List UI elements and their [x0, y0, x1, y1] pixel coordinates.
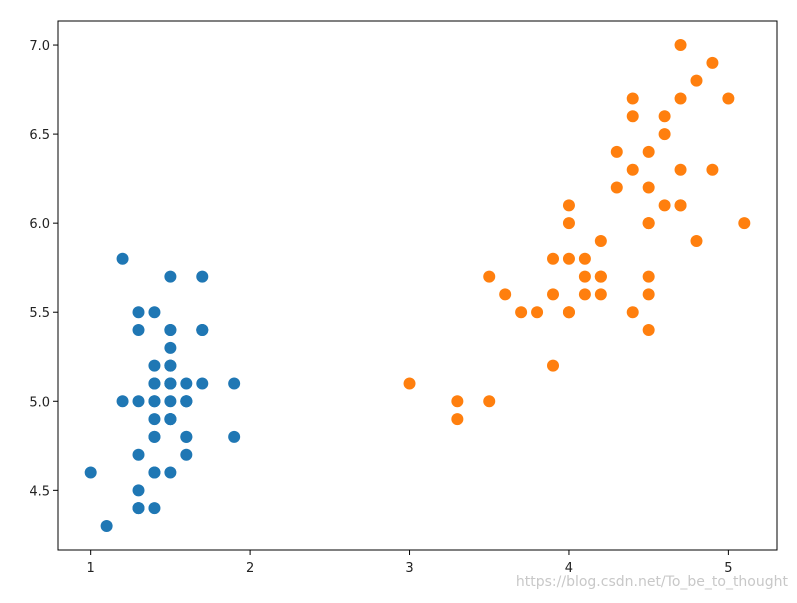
scatter-point [562, 217, 575, 230]
scatter-point [562, 199, 575, 212]
scatter-point [499, 288, 512, 301]
scatter-point [594, 234, 607, 247]
scatter-point [547, 288, 560, 301]
scatter-point [100, 519, 113, 532]
scatter-point [164, 377, 177, 390]
scatter-point [674, 39, 687, 52]
scatter-point [658, 199, 671, 212]
scatter-point [706, 163, 719, 176]
scatter-point [132, 306, 145, 319]
scatter-point [84, 466, 97, 479]
scatter-point [690, 74, 703, 87]
scatter-point [626, 163, 639, 176]
y-tick-label: 5.5 [29, 306, 50, 321]
scatter-point [642, 181, 655, 194]
scatter-point [658, 128, 671, 141]
scatter-point [116, 252, 129, 265]
x-tick-label: 1 [87, 561, 95, 576]
scatter-point [196, 324, 209, 337]
scatter-point [403, 377, 416, 390]
scatter-point [610, 181, 623, 194]
x-tick-label: 4 [565, 561, 573, 576]
scatter-point [610, 145, 623, 158]
scatter-point [451, 413, 464, 426]
scatter-point [132, 502, 145, 515]
y-tick-label: 6.0 [29, 217, 50, 232]
scatter-point [547, 359, 560, 372]
y-tick-label: 6.5 [29, 128, 50, 143]
scatter-point [196, 377, 209, 390]
scatter-point [578, 270, 591, 283]
scatter-point [578, 252, 591, 265]
scatter-point [180, 377, 193, 390]
scatter-point [148, 377, 161, 390]
scatter-point [690, 234, 703, 247]
scatter-point [148, 413, 161, 426]
scatter-point [148, 306, 161, 319]
scatter-point [515, 306, 528, 319]
scatter-point [164, 359, 177, 372]
scatter-point [180, 395, 193, 408]
scatter-point [164, 270, 177, 283]
y-tick-label: 4.5 [29, 484, 50, 499]
y-tick-label: 5.0 [29, 395, 50, 410]
scatter-point [164, 413, 177, 426]
scatter-point [180, 448, 193, 461]
scatter-point [562, 306, 575, 319]
scatter-point [626, 110, 639, 123]
scatter-point [148, 430, 161, 443]
scatter-point [547, 252, 560, 265]
scatter-point [164, 324, 177, 337]
scatter-point [722, 92, 735, 105]
scatter-point [116, 395, 129, 408]
scatter-point [132, 484, 145, 497]
scatter-point [180, 430, 193, 443]
scatter-point [132, 395, 145, 408]
scatter-point [228, 430, 241, 443]
scatter-point [674, 92, 687, 105]
scatter-point [706, 56, 719, 69]
scatter-point [483, 270, 496, 283]
scatter-point [132, 324, 145, 337]
scatter-point [626, 306, 639, 319]
x-tick-label: 2 [246, 561, 254, 576]
x-tick-label: 5 [724, 561, 732, 576]
scatter-point [594, 270, 607, 283]
scatter-point [531, 306, 544, 319]
scatter-point [196, 270, 209, 283]
scatter-point [148, 502, 161, 515]
y-tick-label: 7.0 [29, 39, 50, 54]
scatter-point [658, 110, 671, 123]
scatter-point [594, 288, 607, 301]
scatter-point [148, 466, 161, 479]
scatter-point [626, 92, 639, 105]
scatter-point [483, 395, 496, 408]
scatter-point [148, 395, 161, 408]
scatter-point [164, 395, 177, 408]
scatter-point [642, 145, 655, 158]
scatter-point [451, 395, 464, 408]
scatter-point [562, 252, 575, 265]
scatter-point [674, 199, 687, 212]
scatter-point [228, 377, 241, 390]
scatter-point [164, 466, 177, 479]
scatter-point [642, 324, 655, 337]
scatter-point [642, 288, 655, 301]
scatter-point [164, 341, 177, 354]
watermark: https://blog.csdn.net/To_be_to_thought [516, 574, 789, 590]
scatter-point [642, 217, 655, 230]
scatter-point [148, 359, 161, 372]
scatter-point [674, 163, 687, 176]
scatter-point [132, 448, 145, 461]
scatter-point [738, 217, 751, 230]
x-tick-label: 3 [405, 561, 413, 576]
plot-frame [57, 20, 778, 551]
scatter-point [578, 288, 591, 301]
scatter-point [642, 270, 655, 283]
